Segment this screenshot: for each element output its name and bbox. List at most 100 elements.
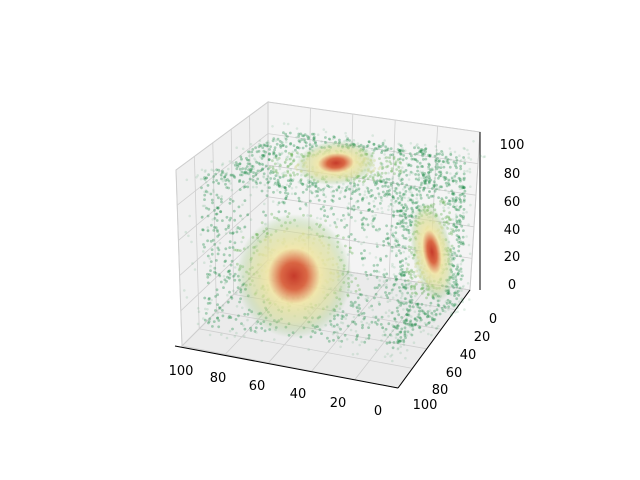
data-point (211, 238, 215, 242)
data-point (469, 203, 472, 207)
data-point (231, 173, 235, 177)
data-point (393, 318, 397, 321)
data-point (359, 211, 363, 215)
data-point (393, 201, 397, 204)
data-point (380, 151, 383, 155)
data-point (451, 218, 455, 221)
data-point (416, 305, 420, 309)
data-point (247, 182, 250, 185)
data-point (455, 238, 459, 242)
data-point (397, 249, 401, 253)
data-point (370, 222, 374, 225)
data-point (399, 338, 403, 342)
data-point (448, 300, 452, 303)
data-point (225, 215, 229, 219)
data-point (374, 348, 378, 352)
data-point (353, 238, 357, 241)
data-point (393, 162, 397, 166)
data-point (418, 316, 422, 320)
data-point (363, 190, 367, 193)
data-point (454, 213, 458, 216)
data-point (379, 196, 383, 199)
data-point (356, 296, 360, 300)
data-point (453, 150, 457, 154)
data-point (442, 201, 445, 205)
data-point (408, 198, 412, 202)
data-point (418, 177, 421, 180)
data-point (397, 142, 401, 146)
data-point (369, 273, 373, 276)
data-point (454, 229, 458, 232)
data-point (451, 228, 455, 232)
data-point (311, 183, 315, 187)
data-point (230, 296, 234, 300)
data-point (419, 316, 422, 320)
data-point (390, 169, 393, 173)
data-point (436, 159, 440, 163)
data-point (377, 173, 380, 177)
data-point (284, 134, 288, 138)
data-point (380, 315, 384, 319)
data-point (302, 138, 306, 142)
data-point (292, 178, 295, 181)
data-point (392, 210, 396, 214)
data-point (304, 141, 308, 145)
data-point (400, 272, 403, 276)
data-point (454, 217, 458, 221)
data-point (443, 178, 447, 182)
data-point (387, 322, 391, 326)
data-point (427, 171, 430, 174)
data-point (219, 197, 223, 201)
data-point (404, 215, 407, 219)
data-point (409, 293, 412, 297)
data-point (241, 236, 245, 239)
data-point (443, 200, 446, 204)
data-point (374, 316, 378, 319)
data-point (397, 183, 400, 187)
data-point (240, 322, 243, 325)
data-point (386, 185, 390, 189)
data-point (277, 156, 281, 160)
x-tick-label: 0 (374, 404, 382, 419)
data-point (458, 197, 461, 200)
data-point (360, 252, 363, 255)
data-point (410, 193, 414, 197)
data-point (225, 280, 229, 283)
data-point (290, 152, 293, 156)
data-point (398, 148, 402, 152)
data-point (347, 213, 351, 217)
data-point (423, 180, 427, 184)
data-point (217, 196, 220, 200)
data-point (203, 261, 206, 265)
data-point (249, 218, 253, 221)
data-point (271, 125, 274, 128)
data-point (274, 174, 278, 178)
axis-lines (174, 132, 481, 389)
data-point (373, 296, 376, 300)
data-point (214, 271, 218, 275)
data-point (402, 319, 406, 323)
data-point (243, 335, 246, 338)
data-point (424, 312, 427, 316)
data-point (268, 165, 272, 169)
data-point (204, 307, 207, 311)
data-point (457, 293, 461, 297)
data-point (339, 327, 342, 331)
data-point (317, 187, 320, 190)
data-point (283, 186, 286, 189)
data-point (422, 311, 426, 314)
data-point (379, 257, 382, 261)
data-point (216, 311, 219, 315)
data-point (295, 155, 299, 158)
data-point (299, 179, 303, 183)
data-point (312, 132, 316, 136)
data-point (228, 160, 232, 163)
data-point (357, 313, 361, 317)
data-point (420, 181, 424, 185)
data-point (455, 219, 459, 223)
data-point (394, 333, 398, 336)
data-point (301, 134, 304, 138)
data-point (278, 184, 282, 188)
data-point (386, 335, 390, 339)
data-point (443, 203, 447, 207)
